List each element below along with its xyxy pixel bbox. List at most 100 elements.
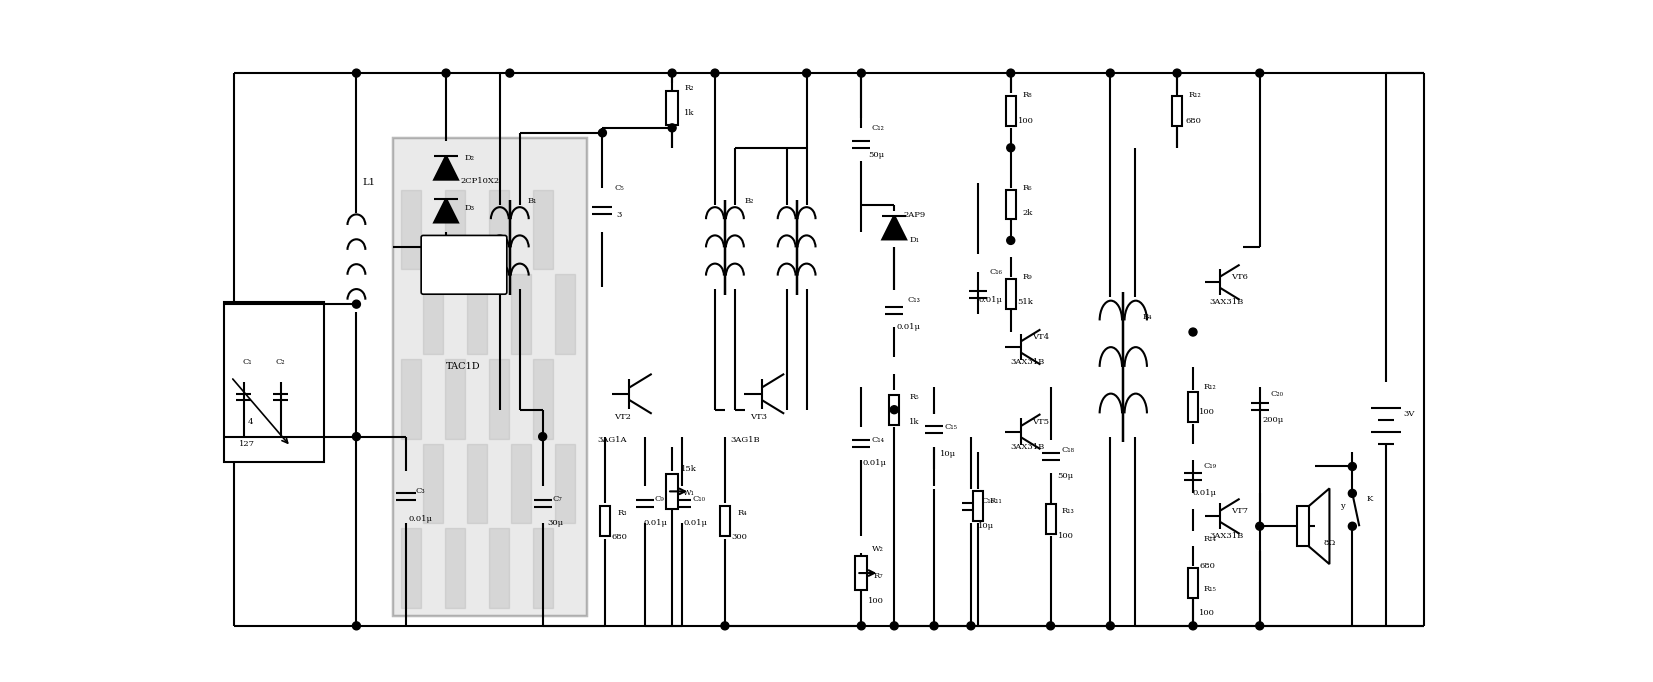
Circle shape <box>1349 490 1357 497</box>
Text: VT5: VT5 <box>1031 417 1050 426</box>
Text: 1k: 1k <box>909 417 919 426</box>
Bar <box>532 529 552 608</box>
Bar <box>445 529 464 608</box>
Bar <box>511 274 531 354</box>
Text: 100: 100 <box>1198 408 1215 416</box>
Text: 300: 300 <box>731 533 747 542</box>
Text: VT2: VT2 <box>613 413 631 421</box>
Text: R₁₃: R₁₃ <box>1061 507 1074 516</box>
Text: K: K <box>1365 495 1372 503</box>
FancyBboxPatch shape <box>422 235 507 294</box>
Bar <box>511 443 531 523</box>
Text: 680: 680 <box>1185 117 1202 125</box>
Text: 100: 100 <box>1058 532 1073 540</box>
Circle shape <box>721 622 729 629</box>
Text: B₄: B₄ <box>1142 313 1152 321</box>
Circle shape <box>1349 462 1357 471</box>
Text: D₃: D₃ <box>464 203 474 211</box>
Circle shape <box>668 124 676 132</box>
Text: C₅: C₅ <box>615 183 625 192</box>
Bar <box>466 274 488 354</box>
Bar <box>489 529 509 608</box>
Circle shape <box>352 432 360 441</box>
Circle shape <box>1256 622 1263 629</box>
Text: C₇: C₇ <box>552 495 562 503</box>
Circle shape <box>1007 237 1015 244</box>
Text: 0.01μ: 0.01μ <box>643 519 668 527</box>
Text: 振荡器: 振荡器 <box>456 276 471 284</box>
Circle shape <box>1106 69 1114 77</box>
Polygon shape <box>435 155 458 179</box>
Text: TAC1D: TAC1D <box>446 362 481 372</box>
Polygon shape <box>435 198 458 222</box>
Text: C₁₃: C₁₃ <box>907 296 921 304</box>
Circle shape <box>858 622 865 629</box>
Text: VT6: VT6 <box>1231 273 1248 281</box>
Text: 3AX31B: 3AX31B <box>1010 443 1045 451</box>
Text: R₁₅: R₁₅ <box>1203 585 1217 593</box>
Text: 2k: 2k <box>1023 209 1033 216</box>
Polygon shape <box>883 216 906 239</box>
Bar <box>974 492 984 521</box>
Text: C₉: C₉ <box>655 495 665 503</box>
Bar <box>1189 568 1198 598</box>
Bar <box>1046 504 1056 534</box>
Bar <box>889 395 899 425</box>
Bar <box>223 302 324 462</box>
Text: 680: 680 <box>1198 562 1215 570</box>
Circle shape <box>1189 328 1197 336</box>
Circle shape <box>891 406 898 414</box>
Bar <box>666 91 678 125</box>
Bar <box>423 274 443 354</box>
Circle shape <box>1007 69 1015 77</box>
Text: 0.01μ: 0.01μ <box>1193 490 1217 497</box>
Circle shape <box>352 69 360 77</box>
Circle shape <box>1007 144 1015 152</box>
Text: VT4: VT4 <box>1031 333 1050 341</box>
Text: R₂: R₂ <box>684 84 694 92</box>
Bar <box>1172 96 1182 126</box>
Circle shape <box>858 69 865 77</box>
Bar <box>402 359 422 439</box>
Circle shape <box>1256 522 1263 530</box>
Text: C₁₀: C₁₀ <box>693 495 706 503</box>
Text: R₆: R₆ <box>1023 183 1033 192</box>
Text: D₁: D₁ <box>909 237 919 244</box>
Bar <box>1005 190 1015 220</box>
Circle shape <box>352 622 360 629</box>
Text: 100: 100 <box>1198 609 1215 617</box>
Bar <box>466 443 488 523</box>
Text: 3AX31B: 3AX31B <box>1010 358 1045 366</box>
Circle shape <box>668 69 676 77</box>
Text: 200μ: 200μ <box>1261 415 1283 424</box>
Circle shape <box>1174 69 1180 77</box>
Bar <box>532 359 552 439</box>
Circle shape <box>1256 69 1263 77</box>
Bar <box>855 556 868 591</box>
Circle shape <box>931 622 937 629</box>
Text: 本机: 本机 <box>460 252 469 261</box>
Text: C₁₆: C₁₆ <box>982 497 993 505</box>
Text: B₂: B₂ <box>744 196 754 205</box>
Text: C₁₆: C₁₆ <box>990 268 1002 276</box>
Circle shape <box>967 622 975 629</box>
Text: C₂₀: C₂₀ <box>1270 390 1283 398</box>
Circle shape <box>1106 622 1114 629</box>
Bar <box>402 190 422 269</box>
Bar <box>600 506 610 536</box>
Text: 50μ: 50μ <box>868 151 884 159</box>
Circle shape <box>803 69 810 77</box>
Circle shape <box>352 300 360 308</box>
Text: R₁₁: R₁₁ <box>990 497 1002 505</box>
Bar <box>1005 96 1015 126</box>
Text: R₁₂: R₁₂ <box>1203 383 1217 391</box>
Text: 3: 3 <box>617 211 622 218</box>
Circle shape <box>1349 522 1357 530</box>
Text: 4: 4 <box>248 417 253 426</box>
Bar <box>1189 391 1198 421</box>
Text: W₁: W₁ <box>683 490 694 497</box>
Text: VT3: VT3 <box>750 413 767 421</box>
Text: VT7: VT7 <box>1231 507 1248 516</box>
Text: 127: 127 <box>240 440 255 447</box>
Bar <box>489 190 509 269</box>
